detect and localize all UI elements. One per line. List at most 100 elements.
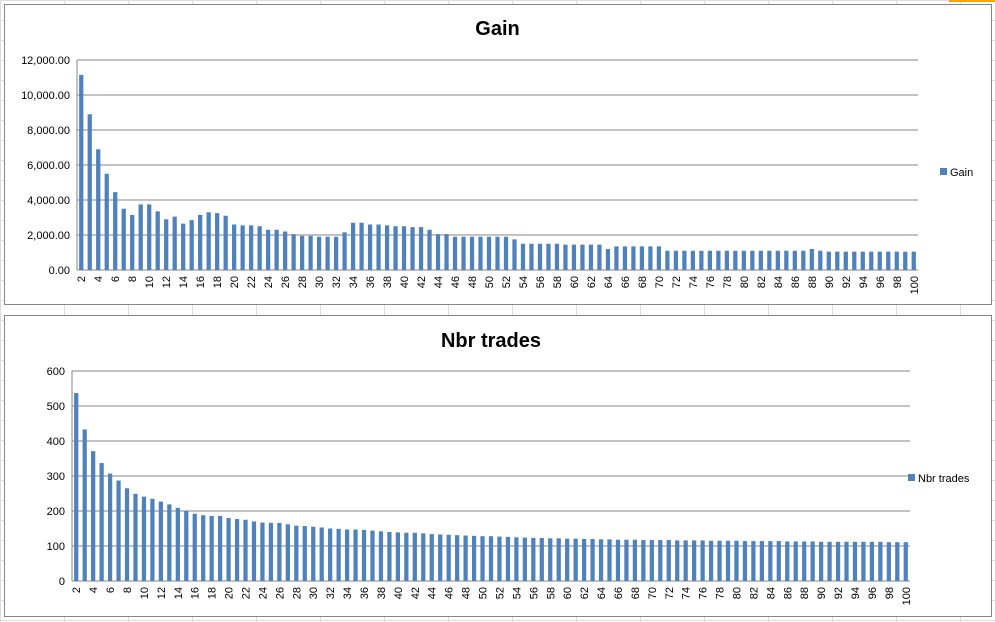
bar <box>573 538 578 581</box>
x-tick-label: 10 <box>144 276 156 288</box>
bar <box>410 227 415 270</box>
chart-title: Nbr trades <box>441 330 541 352</box>
bar <box>350 222 356 270</box>
bar <box>869 251 874 270</box>
x-tick-label: 8 <box>122 587 134 593</box>
bar <box>784 250 789 270</box>
bar <box>598 539 604 581</box>
bar <box>133 493 138 581</box>
x-tick-label: 42 <box>410 587 422 599</box>
x-tick-label: 82 <box>748 587 760 599</box>
x-tick-label: 44 <box>427 587 439 599</box>
bar <box>249 225 254 270</box>
bar <box>226 518 231 581</box>
x-tick-label: 32 <box>325 587 337 599</box>
bar <box>164 219 169 270</box>
x-tick-label: 24 <box>257 587 269 599</box>
y-tick-label: 200 <box>47 506 65 518</box>
bar <box>556 538 561 581</box>
bar <box>877 251 882 270</box>
bar <box>615 539 621 581</box>
bar <box>283 231 288 270</box>
x-tick-label: 68 <box>630 587 642 599</box>
legend-swatch <box>940 168 947 175</box>
x-tick-label: 88 <box>807 276 819 288</box>
bar <box>503 236 509 270</box>
bar <box>435 234 441 270</box>
x-tick-label: 16 <box>190 587 202 599</box>
bar <box>257 226 262 270</box>
bar <box>724 250 729 270</box>
x-tick-label: 62 <box>586 276 598 288</box>
x-tick-label: 62 <box>579 587 591 599</box>
bar <box>201 515 206 581</box>
x-tick-label: 14 <box>173 587 185 599</box>
gain-chart-svg: Gain 0.00 2,000.00 4,000.00 6,000.00 8,000.00… <box>21 18 973 294</box>
x-tick-label: 36 <box>365 276 377 288</box>
bar <box>707 250 712 270</box>
bar <box>827 541 832 581</box>
x-tick-label: 18 <box>212 276 224 288</box>
x-tick-label: 56 <box>535 276 547 288</box>
bar <box>463 535 468 581</box>
x-tick-label: 48 <box>461 587 473 599</box>
bar <box>333 236 339 270</box>
bar <box>792 250 797 270</box>
bar <box>478 236 483 270</box>
bar <box>461 236 466 270</box>
bar <box>802 541 807 581</box>
x-tick-label: 40 <box>393 587 405 599</box>
bar <box>308 235 313 270</box>
bar <box>903 251 908 270</box>
x-tick-label: 14 <box>178 276 190 288</box>
bar <box>209 515 214 581</box>
bar <box>299 235 305 270</box>
x-tick-label: 76 <box>698 587 710 599</box>
x-tick-label: 64 <box>596 587 608 599</box>
y-tick-label: 100 <box>47 541 65 553</box>
bar <box>455 535 460 581</box>
x-tick-label: 70 <box>654 276 666 288</box>
x-tick-label: 6 <box>110 276 122 282</box>
bar <box>717 540 722 581</box>
x-tick-label: 68 <box>637 276 649 288</box>
bar <box>274 229 279 270</box>
bar <box>860 251 865 270</box>
bar <box>302 526 307 581</box>
bar <box>531 537 536 581</box>
bar <box>580 244 585 270</box>
bar <box>844 541 849 581</box>
bar <box>192 513 197 581</box>
bar <box>597 244 602 270</box>
bar <box>361 529 367 581</box>
bar <box>336 528 341 581</box>
bar <box>82 429 87 581</box>
y-tick-label: 12,000.00 <box>21 55 70 67</box>
x-tick-label: 2 <box>71 587 83 593</box>
nbr-trades-chart[interactable]: Nbr trades 0 100 200 300 400 500 600 2 4 6 8 10 12 14 1… <box>4 315 992 617</box>
x-tick-label: 32 <box>331 276 343 288</box>
bar <box>79 74 84 270</box>
legend-label: Gain <box>950 167 973 179</box>
bar <box>291 234 296 270</box>
bar <box>716 250 721 270</box>
bar <box>251 521 257 581</box>
bar <box>138 204 143 270</box>
x-tick-label: 34 <box>342 587 354 599</box>
bar <box>505 536 511 581</box>
x-tick-label: 20 <box>224 587 236 599</box>
gain-chart[interactable]: Gain 0.00 2,000.00 4,000.00 6,000.00 8,000.00… <box>4 4 992 305</box>
bar <box>342 232 347 270</box>
x-tick-label: 96 <box>867 587 879 599</box>
bar <box>785 541 790 581</box>
x-tick-label: 74 <box>681 587 693 599</box>
bar <box>894 251 899 270</box>
bar <box>277 522 282 581</box>
x-tick-label: 4 <box>93 276 105 282</box>
y-tick-label: 2,000.00 <box>27 230 70 242</box>
bar <box>234 519 240 581</box>
bar <box>412 532 417 581</box>
bar <box>404 532 409 581</box>
bar <box>167 504 172 581</box>
bar <box>758 250 763 270</box>
